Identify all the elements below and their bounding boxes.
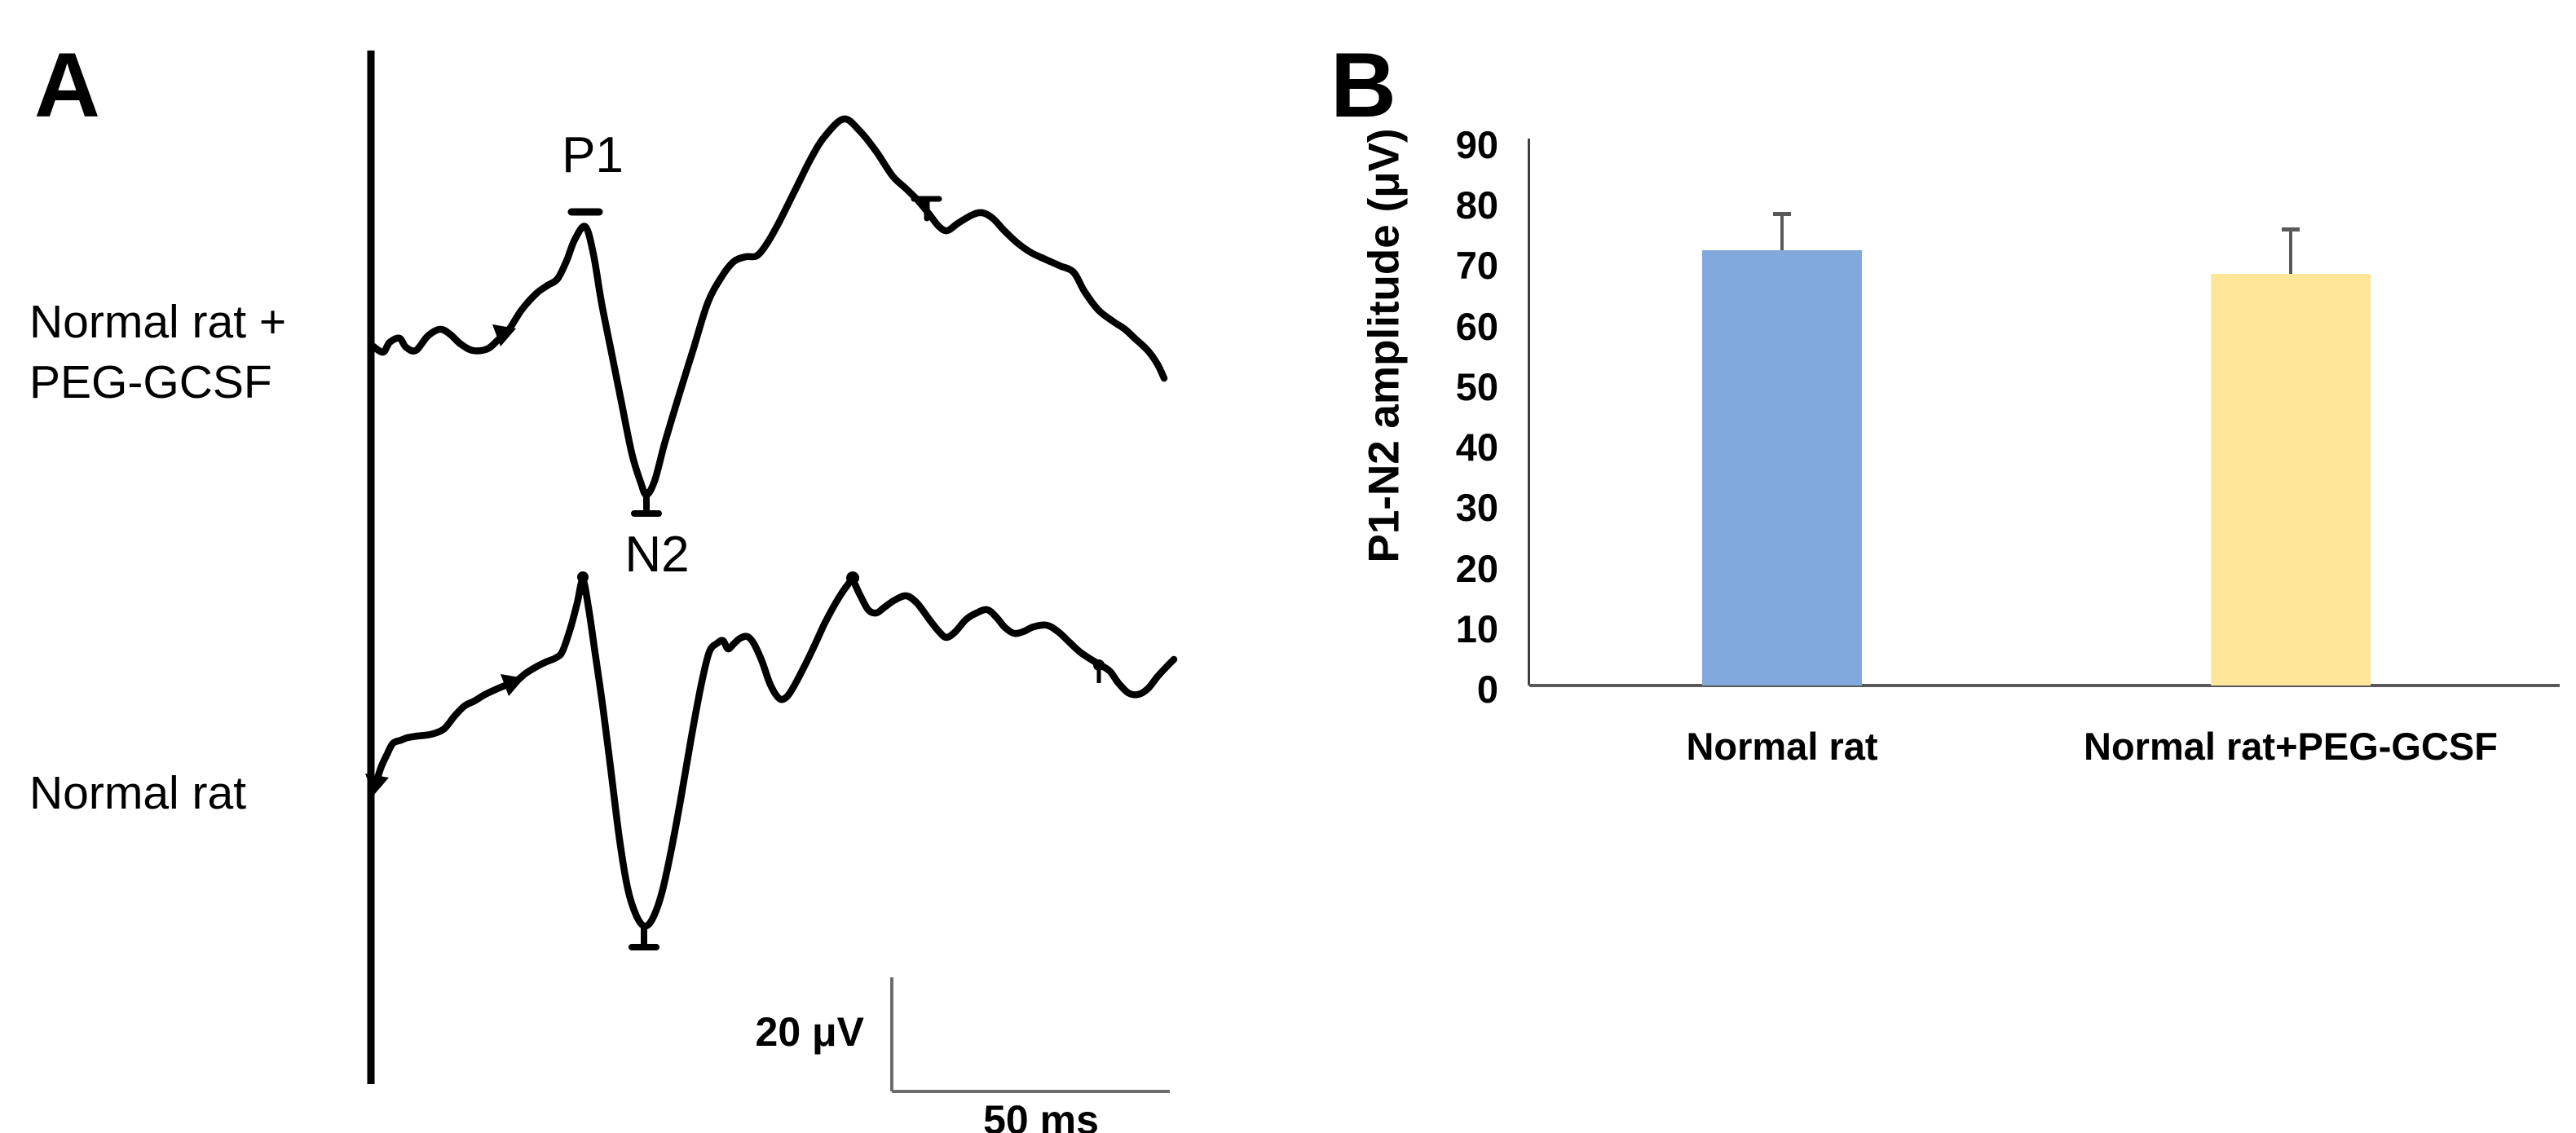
trough-cap-marker (629, 923, 659, 950)
y-axis-line (1528, 139, 1530, 686)
y-tick-label: 10 (1455, 606, 1498, 650)
y-tick-label: 90 (1455, 123, 1498, 166)
amplitude-scale-bar-label: 20 μV (755, 1009, 864, 1055)
x-category-label-1: Normal rat (1686, 725, 1878, 768)
y-tick-label: 70 (1455, 244, 1498, 288)
dot-stub-marker (1093, 659, 1105, 683)
bar-normal-rat-peg-gcsf (2211, 274, 2371, 686)
x-axis-line (1529, 684, 2560, 687)
error-bar-cap-bar-normal-rat (1773, 212, 1791, 217)
dot-stub-marker (577, 571, 589, 595)
vep-trace-normal-rat-peg-gcsf (369, 115, 1168, 499)
x-category-label-2: Normal rat+PEG-GCSF (2084, 725, 2498, 768)
error-bar-cap-bar-normal-rat-peg-gcsf (2282, 227, 2300, 231)
arrowhead-marker (365, 774, 389, 796)
n2-trough-label: N2 (624, 527, 690, 583)
p1-peak-label: P1 (562, 127, 624, 183)
arrowhead-marker (501, 674, 524, 696)
y-tick-label: 30 (1455, 486, 1498, 530)
trace-label-peg-gcsf-line1: Normal rat + (29, 296, 287, 348)
y-tick-label: 50 (1455, 364, 1498, 408)
y-tick-label: 20 (1455, 546, 1498, 590)
panel-b-label: B (1330, 34, 1397, 136)
error-bar-bar-normal-rat (1780, 214, 1784, 250)
time-scale-bar-label: 50 ms (983, 1097, 1099, 1133)
panel-a-plot (365, 51, 1178, 1093)
y-tick-label: 40 (1455, 425, 1498, 470)
error-bar-bar-normal-rat-peg-gcsf (2289, 228, 2292, 275)
arrowhead-marker (492, 324, 516, 346)
dot-marker (846, 571, 859, 584)
y-tick-label: 60 (1455, 304, 1498, 348)
bar-normal-rat (1702, 249, 1862, 686)
panel-a-label: A (34, 34, 101, 136)
trace-label-normal-rat: Normal rat (29, 767, 247, 819)
trace-label-peg-gcsf-line2: PEG-GCSF (29, 356, 272, 408)
trough-cap-marker (631, 489, 662, 517)
vep-trace-normal-rat (373, 576, 1178, 930)
flag-marker (911, 196, 942, 222)
y-tick-label: 80 (1455, 183, 1498, 227)
y-tick-label: 0 (1476, 668, 1498, 711)
